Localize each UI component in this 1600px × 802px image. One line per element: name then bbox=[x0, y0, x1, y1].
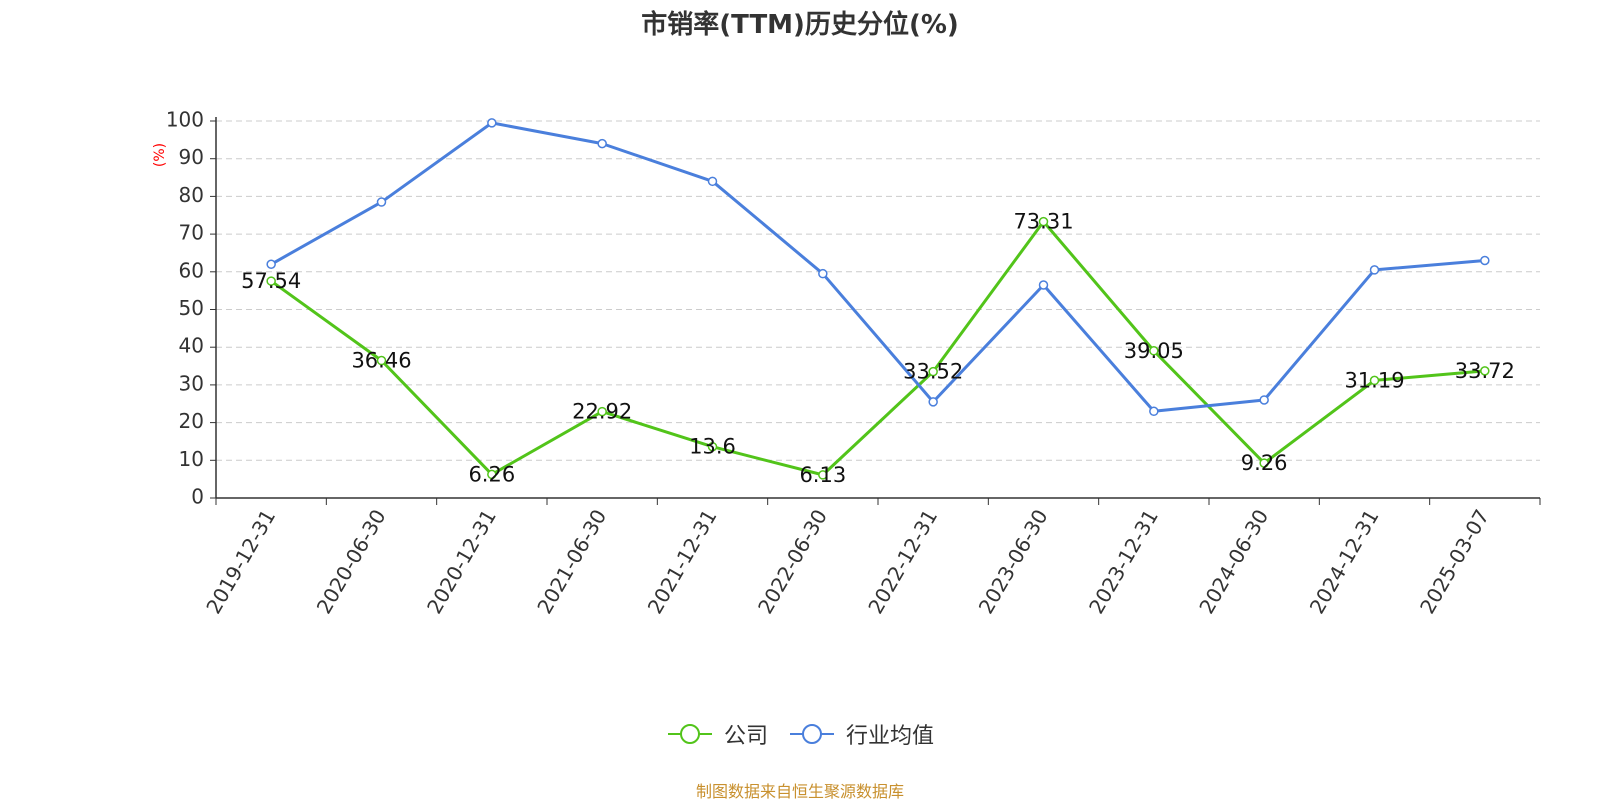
data-point bbox=[1149, 406, 1159, 417]
data-point bbox=[597, 138, 607, 149]
data-label: 9.26 bbox=[1241, 451, 1288, 475]
data-label: 22.92 bbox=[572, 400, 632, 424]
y-tick-label: 30 bbox=[179, 371, 204, 395]
data-label: 36.46 bbox=[351, 349, 411, 373]
data-point bbox=[597, 406, 607, 417]
data-point bbox=[487, 469, 497, 480]
x-tick-label: 2025-03-07 bbox=[1415, 505, 1494, 618]
x-tick-label: 2021-06-30 bbox=[532, 505, 611, 618]
y-tick-label: 40 bbox=[179, 334, 204, 358]
legend-marker-industry bbox=[790, 724, 834, 744]
x-tick-label: 2020-12-31 bbox=[422, 505, 501, 618]
data-point bbox=[1149, 346, 1159, 356]
data-label: 6.26 bbox=[468, 462, 515, 486]
data-point bbox=[707, 176, 718, 187]
data-point bbox=[1259, 458, 1269, 468]
chart-title: 市销率(TTM)历史分位(%) bbox=[641, 10, 959, 40]
x-tick-label: 2022-12-31 bbox=[863, 505, 942, 618]
y-tick-label: 80 bbox=[179, 183, 204, 207]
data-point bbox=[818, 268, 828, 279]
y-tick-label: 10 bbox=[179, 447, 204, 471]
legend: 公司 行业均值 bbox=[0, 718, 1600, 750]
series-line-0 bbox=[270, 220, 1485, 477]
legend-item-industry[interactable]: 行业均值 bbox=[788, 718, 934, 750]
legend-label-company: 公司 bbox=[723, 724, 768, 749]
y-tick-label: 100 bbox=[166, 108, 204, 132]
source-note: 制图数据来自恒生聚源数据库 bbox=[695, 782, 904, 801]
x-tick-label: 2024-06-30 bbox=[1194, 505, 1273, 618]
y-tick-label: 60 bbox=[179, 258, 204, 282]
data-point bbox=[1038, 280, 1049, 290]
data-point bbox=[928, 366, 938, 377]
data-label: 39.05 bbox=[1124, 339, 1184, 363]
series-line-1 bbox=[270, 121, 1485, 413]
y-tick-label: 20 bbox=[179, 409, 204, 433]
data-point bbox=[707, 441, 718, 452]
y-tick-label: 70 bbox=[179, 221, 204, 245]
data-point bbox=[1259, 395, 1269, 405]
x-tick-label: 2023-12-31 bbox=[1084, 505, 1163, 618]
gridlines bbox=[216, 120, 1540, 461]
x-tick-label: 2023-06-30 bbox=[974, 505, 1053, 618]
data-point bbox=[376, 197, 387, 207]
data-point bbox=[1480, 255, 1490, 266]
data-point bbox=[1480, 366, 1490, 376]
legend-item-company[interactable]: 公司 bbox=[666, 718, 768, 750]
data-label: 13.6 bbox=[689, 435, 736, 459]
x-tick-label: 2019-12-31 bbox=[201, 505, 280, 618]
x-tick-label: 2022-06-30 bbox=[753, 505, 832, 618]
y-axis-label: (%) bbox=[152, 143, 168, 167]
y-tick-label: 0 bbox=[191, 485, 204, 509]
data-label: 33.52 bbox=[903, 360, 963, 384]
y-tick-label: 90 bbox=[179, 145, 204, 169]
data-point bbox=[1038, 216, 1049, 227]
legend-marker-company bbox=[667, 724, 712, 744]
data-point bbox=[1369, 265, 1380, 275]
data-point bbox=[818, 470, 828, 480]
data-point bbox=[928, 397, 938, 407]
x-tick-label: 2021-12-31 bbox=[643, 505, 722, 618]
data-point bbox=[266, 259, 276, 270]
data-label: 33.72 bbox=[1455, 359, 1515, 383]
x-tick-label: 2024-12-31 bbox=[1305, 505, 1384, 618]
data-point bbox=[266, 276, 276, 286]
data-labels: 57.54 36.46 6.26 22.92 13.6 6.13 33.52 73.31 39.… bbox=[241, 210, 1515, 487]
data-label: 6.13 bbox=[799, 463, 846, 487]
data-point bbox=[376, 355, 387, 366]
data-point bbox=[487, 118, 497, 128]
data-label: 73.31 bbox=[1013, 210, 1073, 234]
data-point bbox=[1369, 375, 1380, 386]
y-tick-label: 50 bbox=[179, 296, 204, 320]
data-label: 31.19 bbox=[1344, 368, 1404, 392]
x-tick-label: 2020-06-30 bbox=[312, 505, 391, 618]
series bbox=[266, 118, 1490, 480]
legend-label-industry: 行业均值 bbox=[846, 724, 935, 749]
data-label: 57.54 bbox=[241, 269, 301, 293]
